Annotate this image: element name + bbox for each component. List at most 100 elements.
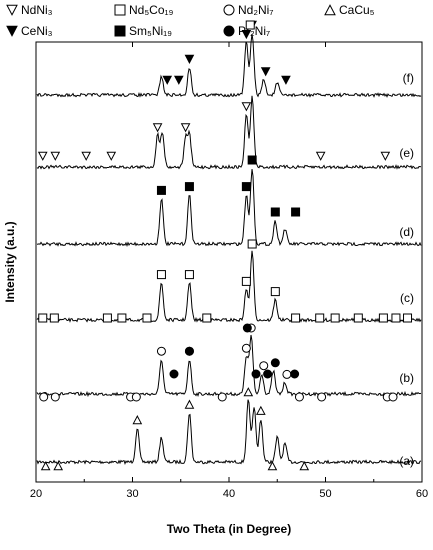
triangle-down-open-marker bbox=[180, 123, 191, 133]
square-open-marker bbox=[403, 313, 413, 323]
circle-open-marker bbox=[156, 346, 166, 356]
square-filled-marker bbox=[114, 25, 126, 37]
triangle-down-open-marker bbox=[241, 102, 252, 112]
xrd-trace bbox=[36, 250, 422, 323]
circle-filled-marker bbox=[184, 346, 194, 356]
circle-open-marker bbox=[223, 4, 235, 16]
square-open-marker bbox=[184, 270, 194, 280]
trace-label: (c) bbox=[400, 291, 414, 305]
square-open-marker bbox=[114, 4, 126, 16]
triangle-up-open-marker bbox=[324, 4, 336, 16]
triangle-down-filled-marker bbox=[173, 75, 184, 85]
square-open-marker bbox=[353, 313, 363, 323]
trace-labels: (a) (b) (c) (d) (e) (f) bbox=[399, 71, 414, 468]
circle-open-marker bbox=[282, 369, 292, 379]
x-tick-label: 30 bbox=[126, 488, 138, 500]
trace-label: (b) bbox=[399, 371, 414, 385]
triangle-up-open-marker bbox=[53, 461, 64, 471]
square-open-marker bbox=[102, 313, 112, 323]
circle-open-marker bbox=[241, 343, 251, 353]
trace-label: (a) bbox=[399, 454, 414, 468]
triangle-down-filled-marker bbox=[184, 54, 195, 64]
triangle-up-open-marker bbox=[256, 405, 266, 415]
legend-label: NdNi₃ bbox=[21, 3, 53, 17]
legend-label: Sm₅Ni₁₉ bbox=[129, 24, 172, 38]
triangle-up-open-marker bbox=[132, 415, 143, 425]
xrd-trace bbox=[36, 399, 422, 466]
triangle-up-open-marker bbox=[267, 461, 278, 471]
circle-open-marker bbox=[217, 392, 227, 402]
x-tick-label: 20 bbox=[30, 488, 42, 500]
trace-label: (d) bbox=[399, 225, 414, 239]
phase-markers bbox=[37, 20, 413, 471]
triangle-down-open-marker bbox=[50, 151, 61, 161]
traces bbox=[36, 33, 422, 466]
legend-label: CaCu₅ bbox=[339, 3, 375, 17]
circle-filled-marker bbox=[223, 25, 235, 37]
square-filled-marker bbox=[270, 207, 280, 217]
x-axis-title: Two Theta (in Degree) bbox=[167, 522, 291, 536]
y-axis-title: Intensity (a.u.) bbox=[3, 221, 17, 302]
circle-open-marker bbox=[39, 392, 49, 402]
circle-open-marker bbox=[294, 392, 304, 402]
circle-open-marker bbox=[50, 392, 60, 402]
trace-label: (f) bbox=[403, 71, 414, 85]
square-open-marker bbox=[49, 313, 59, 323]
circle-filled-marker bbox=[263, 369, 273, 379]
square-open-marker bbox=[142, 313, 152, 323]
square-open-marker bbox=[378, 313, 388, 323]
triangle-up-open-marker bbox=[243, 387, 254, 397]
x-tick-label: 40 bbox=[223, 488, 235, 500]
triangle-down-filled-marker bbox=[281, 75, 291, 85]
square-open-marker bbox=[38, 313, 48, 323]
x-axis: 20 30 40 50 60 bbox=[30, 42, 428, 500]
square-filled-marker bbox=[184, 182, 194, 192]
square-open-marker bbox=[270, 287, 280, 297]
triangle-down-open-marker bbox=[315, 151, 326, 161]
triangle-down-open-marker bbox=[37, 151, 48, 161]
circle-filled-marker bbox=[169, 369, 179, 379]
legend-label: Nd₅Co₁₉ bbox=[129, 3, 174, 17]
plot-frame bbox=[35, 41, 423, 483]
square-open-marker bbox=[241, 276, 251, 286]
triangle-down-filled-marker bbox=[241, 30, 252, 40]
xrd-trace bbox=[36, 33, 422, 98]
square-open-marker bbox=[245, 20, 255, 30]
circle-open-marker bbox=[259, 361, 269, 371]
square-filled-marker bbox=[291, 207, 301, 217]
circle-filled-marker bbox=[270, 358, 280, 368]
triangle-down-open-marker bbox=[152, 123, 163, 133]
circle-filled-marker bbox=[290, 369, 300, 379]
square-open-marker bbox=[156, 270, 166, 280]
square-open-marker bbox=[117, 313, 127, 323]
trace-label: (e) bbox=[399, 146, 414, 160]
legend-label: Nd₂Ni₇ bbox=[238, 3, 273, 17]
xrd-trace bbox=[36, 169, 422, 247]
square-open-marker bbox=[291, 313, 301, 323]
triangle-down-open-marker bbox=[81, 151, 92, 161]
x-tick-label: 50 bbox=[319, 488, 331, 500]
circle-open-marker bbox=[388, 392, 398, 402]
square-filled-marker bbox=[247, 155, 257, 165]
x-tick-label: 60 bbox=[416, 488, 428, 500]
square-open-marker bbox=[330, 313, 340, 323]
legend-label: CeNi₃ bbox=[21, 24, 53, 38]
triangle-down-filled-marker bbox=[260, 67, 271, 77]
circle-filled-marker bbox=[251, 369, 261, 379]
triangle-down-open-marker bbox=[106, 151, 117, 161]
square-open-marker bbox=[247, 239, 257, 249]
xrd-trace bbox=[36, 334, 422, 398]
circle-filled-marker bbox=[242, 323, 252, 333]
triangle-down-open-marker bbox=[6, 4, 18, 16]
square-filled-marker bbox=[241, 182, 251, 192]
square-open-marker bbox=[391, 313, 401, 323]
circle-open-marker bbox=[317, 392, 327, 402]
circle-open-marker bbox=[131, 392, 141, 402]
triangle-down-filled-marker bbox=[6, 25, 18, 37]
triangle-up-open-marker bbox=[40, 461, 51, 471]
square-open-marker bbox=[315, 313, 325, 323]
xrd-trace bbox=[36, 95, 422, 170]
triangle-up-open-marker bbox=[184, 399, 195, 409]
